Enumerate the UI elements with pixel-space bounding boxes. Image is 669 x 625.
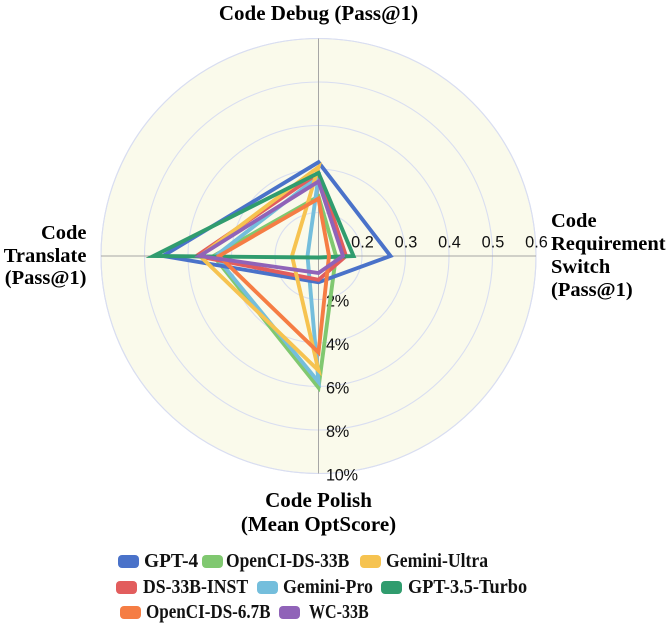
svg-text:4%: 4% [326,336,349,354]
svg-text:0.6: 0.6 [525,234,548,252]
svg-text:10%: 10% [326,467,358,485]
svg-text:0.3: 0.3 [395,234,418,252]
svg-text:8%: 8% [326,423,349,441]
svg-text:6%: 6% [326,380,349,398]
svg-text:0.2: 0.2 [351,234,374,252]
svg-text:0.4: 0.4 [438,234,461,252]
svg-text:0.5: 0.5 [482,234,505,252]
